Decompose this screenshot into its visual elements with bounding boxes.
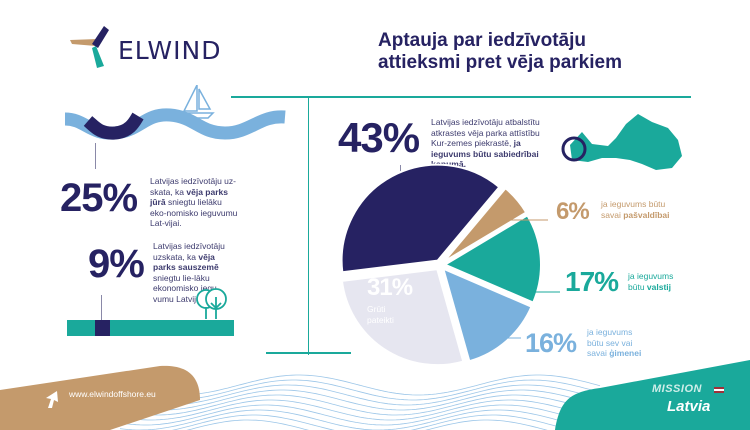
wave-line (119, 394, 601, 416)
website-link[interactable]: www.elwindoffshore.eu (69, 389, 156, 399)
cursor-icon (46, 391, 58, 408)
pie-slice-6 (443, 186, 528, 263)
sea-percent: 25% (60, 176, 138, 220)
title-line-2: attieksmi pret vēja parkiem (378, 52, 622, 73)
label-17-value: 17% (565, 266, 619, 297)
sailboat-icon (182, 85, 215, 119)
land-description: Latvijas iedzīvotāju uzskata, ka vēja pa… (153, 241, 225, 304)
pie-slice-31 (340, 268, 465, 367)
elwind-logo-icon (70, 26, 109, 68)
label-31-value: 31% (367, 274, 413, 301)
land-percent: 9% (88, 242, 145, 286)
label-17-desc: ja ieguvums būtu valstij (628, 271, 674, 292)
wave-line (171, 414, 574, 430)
sea-description: Latvijas iedzīvotāju uz-skata, ka vēja p… (150, 176, 238, 228)
label-6-value: 6% (556, 198, 590, 225)
divider-bottom (266, 352, 351, 354)
mission-label: MISSION (652, 383, 702, 395)
label-16-desc: ja ieguvums būtu sev vai savai ģimenei (587, 327, 642, 358)
title-line-1: Aptauja par iedzīvotāju (378, 30, 586, 51)
land-pointer (101, 295, 102, 320)
country-label: Latvia (667, 398, 711, 415)
wave-line (119, 384, 601, 406)
wave-line (119, 389, 601, 411)
land-bar (67, 320, 234, 336)
main-description: Latvijas iedzīvotāju atbalstītu atkraste… (431, 117, 540, 169)
latvia-map-icon (561, 114, 682, 170)
page-title: Aptauja par iedzīvotāju attieksmi pret vē… (378, 30, 622, 74)
sea-pointer (95, 143, 96, 169)
wave-line (119, 409, 601, 430)
wave-line (119, 379, 601, 401)
label-31-desc: Grūti pateikti (367, 304, 394, 325)
trees-icon (196, 288, 227, 319)
sea-wave-icon (64, 85, 286, 140)
wave-line (119, 399, 601, 421)
brand-name: ELWIND (118, 36, 222, 65)
wave-line (186, 419, 548, 430)
main-percent: 43% (338, 114, 420, 161)
divider-vertical (308, 97, 309, 355)
label-6-desc: ja ieguvums būtu savai pašvaldībai (601, 199, 670, 220)
wave-line (119, 374, 601, 396)
divider-top (231, 96, 691, 98)
wave-line (119, 404, 601, 426)
pie-slice-43 (340, 163, 501, 274)
label-16-value: 16% (525, 328, 577, 358)
latvia-flag-icon (714, 387, 724, 393)
